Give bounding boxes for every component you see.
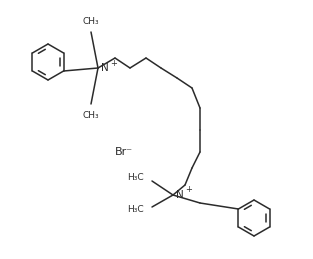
Text: +: +	[110, 59, 117, 68]
Text: N: N	[176, 190, 184, 200]
Text: CH₃: CH₃	[83, 18, 99, 26]
Text: +: +	[185, 185, 192, 195]
Text: H₃C: H₃C	[127, 205, 144, 214]
Text: H₃C: H₃C	[127, 174, 144, 183]
Text: N: N	[101, 63, 109, 73]
Text: CH₃: CH₃	[83, 112, 99, 120]
Text: Br⁻: Br⁻	[115, 147, 133, 157]
